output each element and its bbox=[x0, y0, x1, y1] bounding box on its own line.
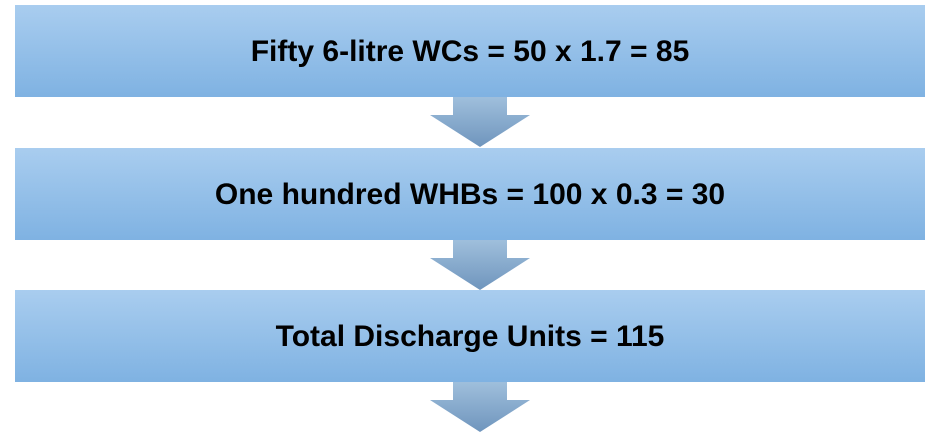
step-label: Total Discharge Units = 115 bbox=[276, 320, 665, 353]
step-label: One hundred WHBs = 100 x 0.3 = 30 bbox=[215, 178, 725, 211]
down-arrow bbox=[430, 240, 530, 290]
step-box bbox=[15, 290, 925, 382]
step-box bbox=[15, 5, 925, 97]
flow: Fifty 6-litre WCs = 50 x 1.7 = 85 One hun… bbox=[15, 5, 925, 432]
down-arrow bbox=[430, 97, 530, 147]
step-box bbox=[15, 148, 925, 240]
down-arrow bbox=[430, 382, 530, 432]
step-label: Fifty 6-litre WCs = 50 x 1.7 = 85 bbox=[251, 35, 690, 68]
